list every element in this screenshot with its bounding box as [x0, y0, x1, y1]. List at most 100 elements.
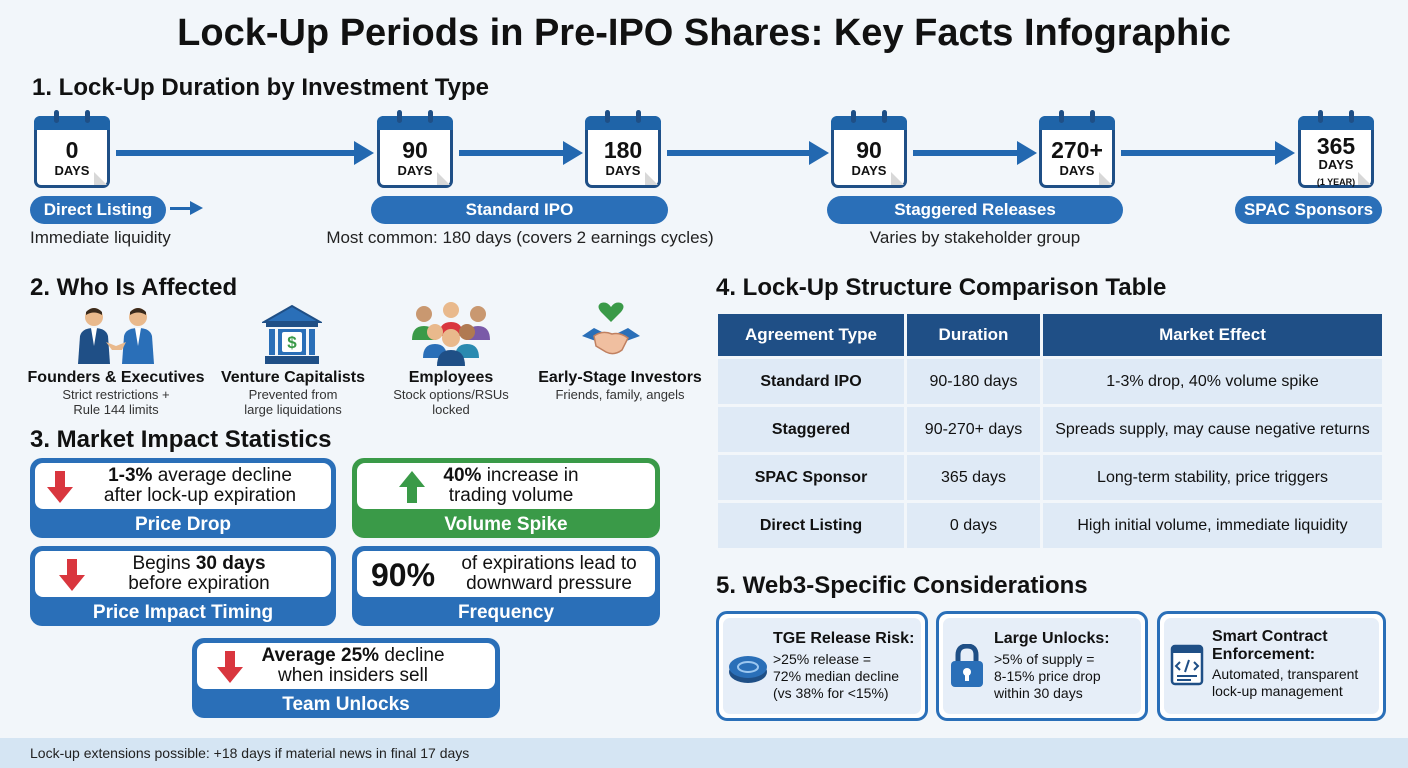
dollar-sign: $ — [287, 333, 297, 352]
web3-card-title: Large Unlocks: — [994, 630, 1110, 647]
calendar-extra: (1 YEAR) — [1316, 177, 1356, 187]
web3-card-line: lock-up management — [1212, 683, 1343, 699]
timeline-arrow-line — [667, 150, 811, 156]
stat-big-number: 90% — [371, 557, 436, 593]
who-desc: Stock options/RSUs — [393, 387, 509, 402]
calendar-unit: DAYS — [54, 163, 90, 178]
calendar-unit: DAYS — [851, 163, 887, 178]
web3-card-title: TGE Release Risk: — [773, 630, 915, 647]
stat-text: when insiders sell — [278, 665, 428, 686]
stat-label: Price Impact Timing — [92, 602, 274, 623]
web3-card-line: (vs 38% for <15%) — [773, 685, 889, 701]
timeline-arrow-line — [913, 150, 1019, 156]
calendar-icon: 180 DAYS — [585, 110, 661, 188]
handshake-people-icon — [78, 308, 154, 364]
token-coin-icon — [729, 656, 767, 683]
web3-card-smart-contract: Smart Contract Enforcement: Automated, t… — [1157, 611, 1386, 721]
stat-bold: 30 days — [195, 553, 266, 574]
table-cell: 90-180 days — [907, 359, 1040, 404]
stat-bold: Average 25% — [261, 645, 380, 666]
who-name: Venture Capitalists — [220, 369, 366, 386]
section4-heading: 4. Lock-Up Structure Comparison Table — [716, 274, 1167, 301]
table-cell: 1-3% drop, 40% volume spike — [1043, 359, 1382, 404]
standard-ipo-note: Most common: 180 days (covers 2 earnings… — [326, 228, 714, 247]
who-venture-capitalists: Venture Capitalists Prevented from large… — [212, 369, 374, 417]
web3-card-title: Smart Contract — [1212, 628, 1328, 645]
stat-text: trading volume — [448, 485, 574, 506]
stat-frequency: 90% of expirations lead to downward press… — [352, 546, 660, 626]
timeline-arrow-icon — [809, 141, 829, 165]
stat-team-unlocks: Average 25% decline when insiders sell Te… — [192, 638, 500, 718]
arrow-down-icon — [217, 651, 243, 683]
code-document-icon — [1170, 644, 1204, 686]
heart-handshake-icon — [582, 302, 640, 355]
bank-icon: $ — [262, 304, 322, 364]
table-cell: 0 days — [907, 503, 1040, 548]
web3-card-tge: TGE Release Risk: >25% release = 72% med… — [716, 611, 928, 721]
web3-card-line: 8-15% price drop — [994, 668, 1101, 684]
table-cell: SPAC Sponsor — [718, 455, 904, 500]
table-cell: Staggered — [718, 407, 904, 452]
footer-bar: Lock-up extensions possible: +18 days if… — [0, 738, 1408, 768]
table-cell: 365 days — [907, 455, 1040, 500]
column-header: Duration — [907, 314, 1040, 356]
web3-card-line: 72% median decline — [773, 668, 900, 684]
stat-text: after lock-up expiration — [103, 485, 297, 506]
stat-text: of expirations lead to — [461, 553, 637, 574]
staggered-note: Varies by stakeholder group — [869, 228, 1081, 247]
stat-price-impact-timing: Begins 30 days before expiration Price Im… — [30, 546, 336, 626]
stat-label: Volume Spike — [444, 514, 568, 535]
employees-group-icon — [412, 302, 490, 366]
stat-text: decline — [379, 645, 445, 666]
standard-ipo-pill: Standard IPO — [371, 196, 668, 224]
who-desc: Friends, family, angels — [555, 387, 685, 402]
direct-listing-arrow-line — [170, 207, 192, 210]
page-title: Lock-Up Periods in Pre-IPO Shares: Key F… — [177, 12, 1231, 54]
who-desc: locked — [432, 402, 470, 417]
table-cell: 90-270+ days — [907, 407, 1040, 452]
table-cell: Long-term stability, price triggers — [1043, 455, 1382, 500]
table-cell: Standard IPO — [718, 359, 904, 404]
who-name: Early-Stage Investors — [538, 369, 702, 386]
who-founders: Founders & Executives Strict restriction… — [18, 369, 214, 417]
timeline-arrow-line — [116, 150, 356, 156]
calendar-unit: DAYS — [605, 163, 641, 178]
calendar-number: 90 — [402, 137, 428, 163]
staggered-releases-pill: Staggered Releases — [827, 196, 1123, 224]
calendar-number: 180 — [603, 137, 643, 163]
table-row: Standard IPO 90-180 days 1-3% drop, 40% … — [718, 359, 1382, 404]
arrow-up-icon — [399, 471, 425, 503]
timeline-arrow-line — [459, 150, 565, 156]
stat-text: average decline — [152, 465, 292, 486]
stat-bold: 1-3% — [108, 465, 153, 486]
section3-heading: 3. Market Impact Statistics — [30, 426, 332, 453]
stat-text: downward pressure — [466, 573, 632, 594]
stat-label: Frequency — [457, 602, 555, 623]
section5-heading: 5. Web3-Specific Considerations — [716, 572, 1088, 599]
direct-listing-arrow-icon — [190, 201, 203, 215]
web3-card-line: within 30 days — [994, 685, 1083, 701]
who-name: Founders & Executives — [27, 369, 205, 386]
web3-card-title: Enforcement: — [1212, 646, 1316, 663]
who-employees: Employees Stock options/RSUs locked — [380, 369, 522, 417]
calendar-number: 90 — [856, 137, 882, 163]
arrow-down-icon — [59, 559, 85, 591]
calendar-number: 270+ — [1051, 137, 1103, 163]
column-header: Agreement Type — [718, 314, 904, 356]
table-cell: High initial volume, immediate liquidity — [1043, 503, 1382, 548]
web3-card-line: >5% of supply = — [994, 651, 1095, 667]
stat-text: before expiration — [128, 573, 270, 594]
calendar-icon: 270+ DAYS — [1039, 110, 1115, 188]
calendar-icon: 90 DAYS — [831, 110, 907, 188]
calendar-unit: DAYS — [1318, 157, 1354, 172]
stat-bold: 40% — [443, 465, 482, 486]
stat-text: increase in — [481, 465, 579, 486]
calendar-icon: 90 DAYS — [377, 110, 453, 188]
timeline-arrow-line — [1121, 150, 1277, 156]
table-row: Staggered 90-270+ days Spreads supply, m… — [718, 407, 1382, 452]
direct-listing-note: Immediate liquidity — [30, 228, 171, 247]
who-desc: Rule 144 limits — [73, 402, 159, 417]
stat-label: Price Drop — [134, 514, 232, 535]
timeline-arrow-icon — [563, 141, 583, 165]
table-row: Direct Listing 0 days High initial volum… — [718, 503, 1382, 548]
